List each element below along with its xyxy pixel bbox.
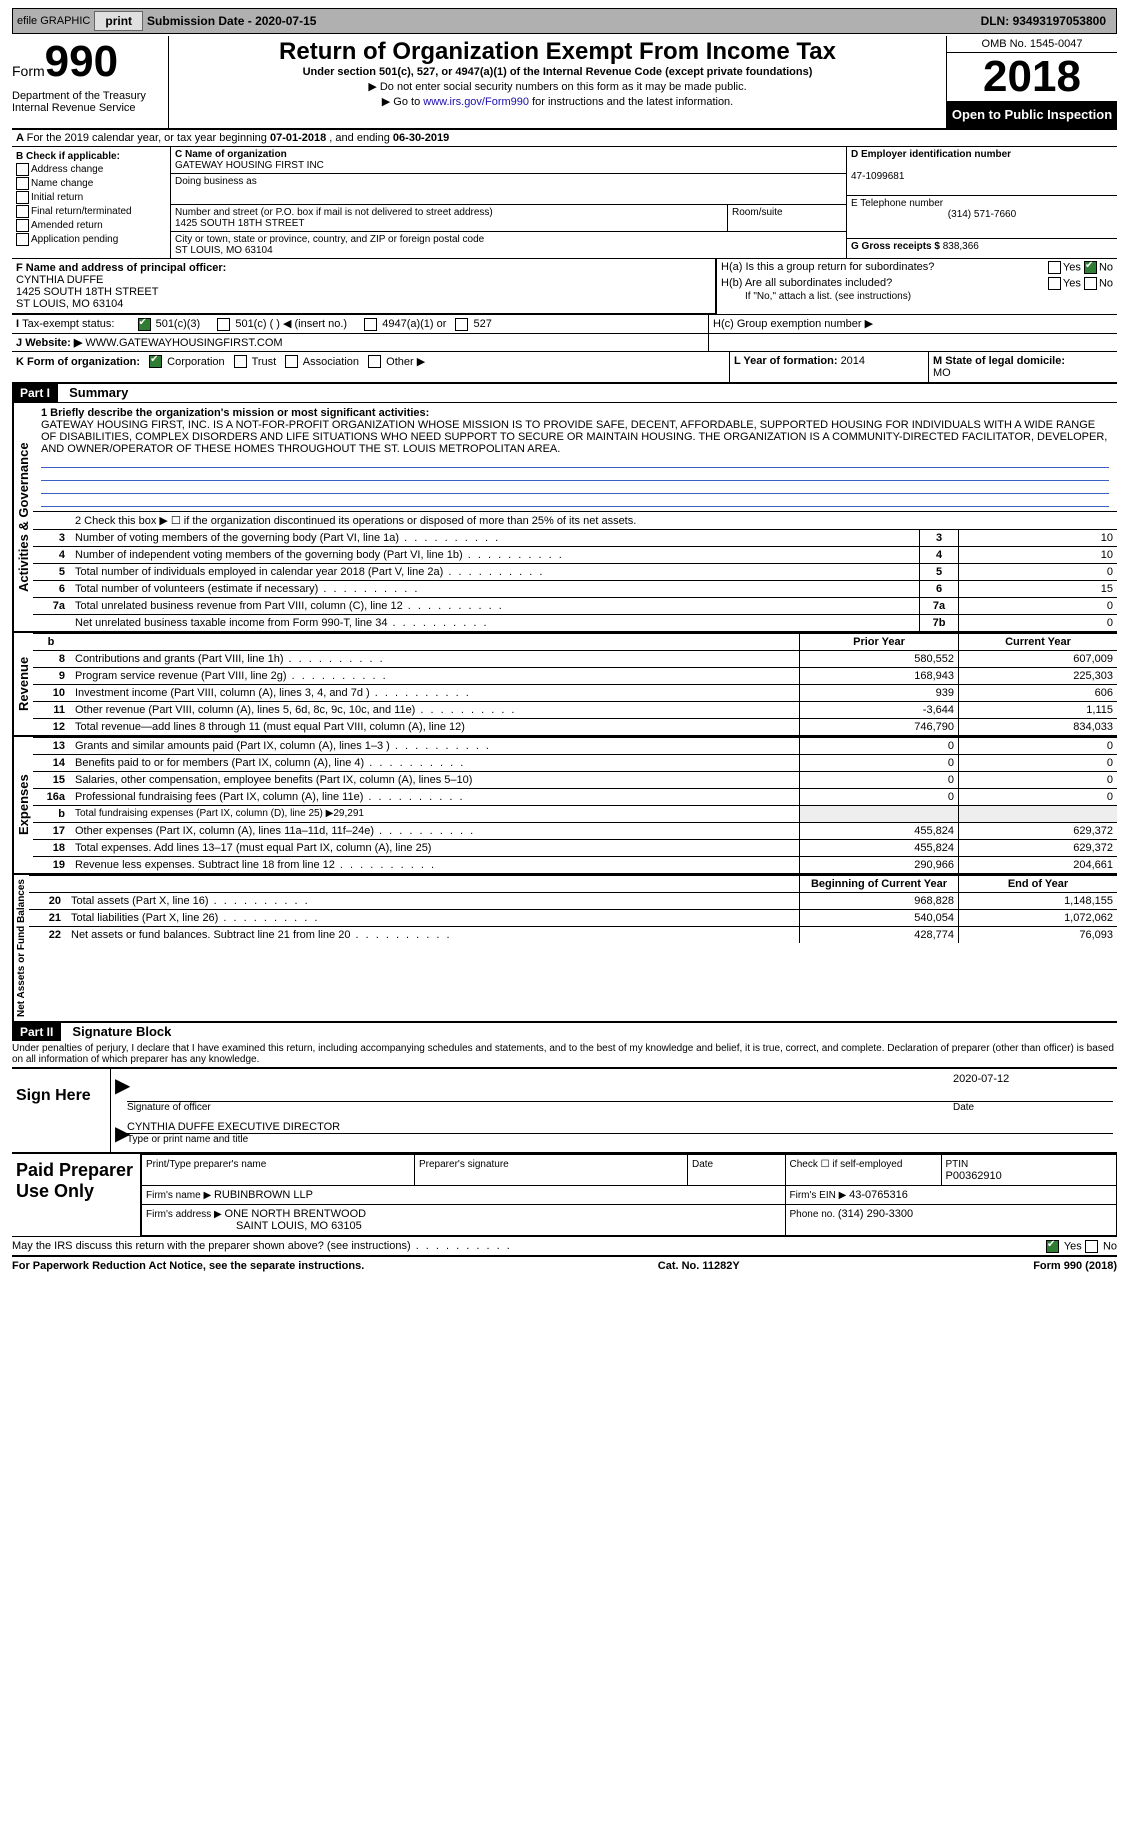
firm-phone: (314) 290-3300 — [838, 1208, 913, 1220]
firm-addr2: SAINT LOUIS, MO 63105 — [236, 1220, 362, 1232]
firm-addr1: ONE NORTH BRENTWOOD — [225, 1208, 367, 1220]
irs-link[interactable]: www.irs.gov/Form990 — [423, 96, 529, 108]
cb-amended[interactable]: Amended return — [31, 220, 103, 231]
footer-left: For Paperwork Reduction Act Notice, see … — [12, 1260, 364, 1272]
revenue-label: Revenue — [12, 633, 33, 735]
tax-year: 2018 — [947, 53, 1117, 101]
section-l: L Year of formation: 2014 — [729, 352, 928, 382]
efile-label: efile GRAPHIC — [17, 15, 90, 27]
omb-number: OMB No. 1545-0047 — [947, 36, 1117, 53]
ein-label: D Employer identification number — [851, 149, 1011, 160]
page-footer: For Paperwork Reduction Act Notice, see … — [12, 1255, 1117, 1275]
part1-subtitle: Summary — [69, 385, 128, 400]
section-hc: H(c) Group exemption number ▶ — [709, 315, 1117, 333]
preparer-table: Print/Type preparer's name Preparer's si… — [141, 1154, 1117, 1236]
declaration: Under penalties of perjury, I declare th… — [12, 1041, 1117, 1067]
cb-final-return[interactable]: Final return/terminated — [31, 206, 132, 217]
cb-name-change[interactable]: Name change — [31, 178, 93, 189]
cb-initial-return[interactable]: Initial return — [31, 192, 83, 203]
sign-date: 2020-07-12 — [947, 1073, 1113, 1102]
print-button[interactable]: print — [94, 11, 143, 31]
website: WWW.GATEWAYHOUSINGFIRST.COM — [82, 337, 282, 349]
org-name: GATEWAY HOUSING FIRST INC — [175, 160, 324, 171]
phone-label: E Telephone number — [851, 198, 943, 209]
dln: DLN: 93493197053800 — [981, 14, 1112, 28]
activities-governance-label: Activities & Governance — [12, 403, 33, 631]
mission-block: 1 Briefly describe the organization's mi… — [33, 403, 1117, 511]
officer-addr2: ST LOUIS, MO 63104 — [16, 298, 123, 310]
city-label: City or town, state or province, country… — [175, 234, 484, 245]
year-block: OMB No. 1545-0047 2018 Open to Public In… — [947, 36, 1117, 128]
goto-note: ▶ Go to www.irs.gov/Form990 for instruct… — [175, 95, 940, 108]
org-name-label: C Name of organization — [175, 149, 287, 160]
section-j: J Website: ▶ WWW.GATEWAYHOUSINGFIRST.COM — [12, 334, 709, 351]
expenses-label: Expenses — [12, 737, 33, 873]
room-label: Room/suite — [732, 207, 783, 218]
section-m: M State of legal domicile: MO — [928, 352, 1117, 382]
street: 1425 SOUTH 18TH STREET — [175, 218, 304, 229]
form-title: Return of Organization Exempt From Incom… — [175, 38, 940, 66]
expenses-table: 13Grants and similar amounts paid (Part … — [33, 737, 1117, 873]
ein: 47-1099681 — [851, 171, 904, 182]
line2: 2 Check this box ▶ ☐ if the organization… — [71, 511, 1117, 529]
street-label: Number and street (or P.O. box if mail i… — [175, 207, 493, 218]
sig-label: Signature of officer — [127, 1102, 947, 1113]
netassets-label: Net Assets or Fund Balances — [12, 875, 29, 1021]
sign-here-label: Sign Here — [12, 1069, 110, 1152]
cb-corporation[interactable] — [149, 355, 162, 368]
form-word: Form — [12, 63, 45, 79]
city: ST LOUIS, MO 63104 — [175, 245, 273, 256]
gross-label: G Gross receipts $ — [851, 241, 943, 252]
footer-catno: Cat. No. 11282Y — [658, 1260, 740, 1272]
firm-ein: 43-0765316 — [849, 1189, 908, 1201]
ha-label: H(a) Is this a group return for subordin… — [721, 261, 934, 273]
officer-signature-name: CYNTHIA DUFFE EXECUTIVE DIRECTOR — [127, 1121, 1113, 1134]
mission-text: GATEWAY HOUSING FIRST, INC. IS A NOT-FOR… — [41, 419, 1107, 455]
paid-preparer-label: Paid Preparer Use Only — [12, 1154, 140, 1236]
section-c: C Name of organizationGATEWAY HOUSING FI… — [171, 147, 846, 258]
firm-name: RUBINBROWN LLP — [214, 1189, 313, 1201]
form-id-block: Form990 Department of the Treasury Inter… — [12, 36, 168, 128]
mission-lead: 1 Briefly describe the organization's mi… — [41, 407, 429, 419]
gross-receipts: 838,366 — [943, 241, 979, 252]
ptin: P00362910 — [946, 1170, 1002, 1182]
officer-name: CYNTHIA DUFFE — [16, 274, 103, 286]
hb-note: If "No," attach a list. (see instruction… — [717, 291, 1117, 304]
part2-header: Part II — [12, 1023, 61, 1041]
form-title-block: Return of Organization Exempt From Incom… — [168, 36, 947, 128]
cb-501c3[interactable] — [138, 318, 151, 331]
section-h: H(a) Is this a group return for subordin… — [716, 259, 1117, 314]
footer-right: Form 990 (2018) — [1033, 1260, 1117, 1272]
section-b: B Check if applicable: Address change Na… — [12, 147, 171, 258]
department: Department of the Treasury Internal Reve… — [12, 90, 162, 114]
section-a: A For the 2019 calendar year, or tax yea… — [12, 128, 1117, 146]
section-k: K Form of organization: Corporation Trus… — [12, 352, 729, 382]
netassets-table: Beginning of Current YearEnd of Year 20T… — [29, 875, 1117, 943]
officer-label: F Name and address of principal officer: — [16, 262, 226, 274]
phone: (314) 571-7660 — [851, 209, 1113, 220]
part1-header: Part I — [12, 384, 58, 402]
governance-table: 2 Check this box ▶ ☐ if the organization… — [33, 511, 1117, 631]
ssn-note: ▶ Do not enter social security numbers o… — [175, 80, 940, 93]
may-discuss: May the IRS discuss this return with the… — [12, 1236, 1117, 1255]
dba-label: Doing business as — [175, 176, 257, 187]
b-title: B Check if applicable: — [16, 151, 120, 162]
cb-address-change[interactable]: Address change — [31, 164, 103, 175]
revenue-table: bPrior YearCurrent Year 8Contributions a… — [33, 633, 1117, 735]
toolbar: efile GRAPHIC print Submission Date - 20… — [12, 8, 1117, 34]
cb-may-yes[interactable] — [1046, 1240, 1059, 1253]
section-f: F Name and address of principal officer:… — [12, 259, 716, 314]
hb-label: H(b) Are all subordinates included? — [721, 277, 892, 289]
open-inspection: Open to Public Inspection — [947, 101, 1117, 128]
section-deg: D Employer identification number 47-10996… — [846, 147, 1117, 258]
type-name-label: Type or print name and title — [127, 1134, 1113, 1145]
form-subtitle: Under section 501(c), 527, or 4947(a)(1)… — [175, 66, 940, 78]
submission-date-label: Submission Date - 2020-07-15 — [147, 14, 316, 28]
form-number: 990 — [45, 37, 118, 86]
officer-addr1: 1425 SOUTH 18TH STREET — [16, 286, 158, 298]
cb-application-pending[interactable]: Application pending — [31, 234, 118, 245]
section-i: I Tax-exempt status: 501(c)(3) 501(c) ( … — [12, 315, 709, 333]
part2-subtitle: Signature Block — [72, 1024, 171, 1039]
